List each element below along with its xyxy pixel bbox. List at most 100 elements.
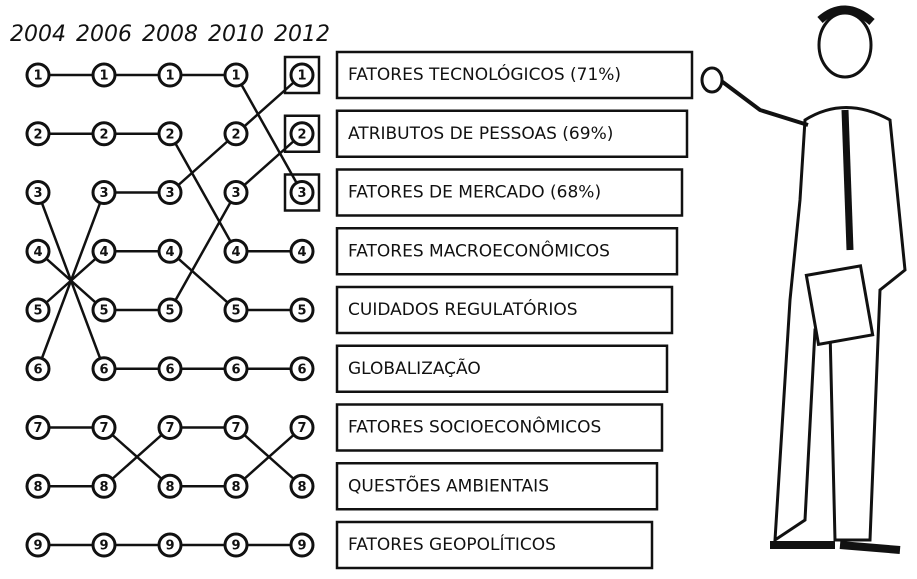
rank-number: 5 bbox=[231, 304, 240, 319]
rank-marker bbox=[223, 238, 249, 264]
rank-box bbox=[283, 173, 321, 212]
rank-number: 2 bbox=[33, 127, 42, 142]
rank-number: 3 bbox=[165, 186, 174, 201]
rank-marker bbox=[91, 532, 117, 558]
rank-number: 5 bbox=[165, 304, 174, 319]
rank-marker bbox=[289, 297, 315, 323]
rank-line bbox=[36, 192, 302, 370]
rank-number: 2 bbox=[165, 127, 174, 142]
rank-marker bbox=[157, 297, 183, 323]
rank-marker bbox=[91, 356, 117, 382]
rank-marker bbox=[91, 415, 117, 440]
year-label: 2008 bbox=[142, 22, 198, 47]
rank-marker bbox=[289, 473, 315, 499]
rank-marker bbox=[223, 532, 249, 558]
rank-marker bbox=[223, 297, 249, 323]
rank-number: 2 bbox=[99, 127, 108, 142]
year-label: 2010 bbox=[208, 22, 264, 47]
label-box bbox=[335, 403, 664, 452]
rank-number: 7 bbox=[99, 421, 108, 436]
rank-number: 8 bbox=[33, 480, 42, 495]
rank-number: 8 bbox=[297, 480, 306, 495]
series-label: FATORES MACROECONÔMICOS bbox=[348, 239, 610, 261]
rank-number: 4 bbox=[33, 245, 42, 260]
rank-marker bbox=[25, 473, 51, 499]
rank-marker bbox=[289, 180, 315, 205]
rank-number: 9 bbox=[99, 539, 108, 554]
rank-marker bbox=[289, 62, 315, 88]
rank-number: 7 bbox=[297, 421, 306, 436]
rank-number: 9 bbox=[297, 539, 306, 554]
rank-number: 8 bbox=[99, 480, 108, 495]
rank-number: 2 bbox=[297, 127, 306, 142]
rank-box bbox=[283, 114, 321, 153]
rank-number: 4 bbox=[99, 245, 108, 260]
rank-marker bbox=[91, 62, 117, 88]
rank-line bbox=[37, 132, 303, 312]
series-label: FATORES DE MERCADO (68%) bbox=[348, 183, 601, 203]
rank-marker bbox=[157, 356, 183, 382]
rank-number: 1 bbox=[33, 69, 42, 84]
label-box bbox=[335, 520, 654, 570]
rank-marker bbox=[157, 532, 183, 558]
label-box bbox=[335, 168, 684, 217]
rank-marker bbox=[91, 238, 117, 264]
rank-marker bbox=[223, 473, 249, 499]
presenter-figure bbox=[700, 5, 907, 554]
year-label: 2006 bbox=[76, 22, 132, 47]
rank-marker bbox=[25, 121, 51, 147]
series-label: ATRIBUTOS DE PESSOAS (69%) bbox=[348, 124, 613, 144]
rank-number: 8 bbox=[165, 480, 174, 495]
rank-number: 6 bbox=[231, 362, 240, 377]
rank-marker bbox=[289, 238, 315, 264]
rank-number: 1 bbox=[165, 69, 174, 84]
rank-number: 4 bbox=[231, 245, 240, 260]
rank-marker bbox=[223, 62, 249, 88]
rank-marker bbox=[25, 62, 51, 88]
rank-number: 6 bbox=[297, 362, 306, 377]
label-box bbox=[335, 285, 674, 335]
rank-marker bbox=[25, 238, 51, 264]
rank-number: 5 bbox=[33, 304, 42, 319]
rank-line bbox=[36, 74, 303, 370]
rank-marker bbox=[25, 297, 51, 323]
rank-box bbox=[283, 55, 321, 95]
rank-marker bbox=[157, 62, 183, 88]
rank-marker bbox=[157, 415, 183, 440]
rank-number: 1 bbox=[231, 69, 240, 84]
rank-number: 9 bbox=[33, 539, 42, 554]
label-box bbox=[335, 227, 679, 276]
rank-number: 3 bbox=[33, 186, 42, 201]
rank-marker bbox=[223, 356, 249, 382]
year-label: 2012 bbox=[274, 22, 330, 47]
rank-number: 2 bbox=[231, 127, 240, 142]
rank-marker bbox=[91, 297, 117, 323]
series-label: QUESTÕES AMBIENTAIS bbox=[348, 474, 549, 496]
rank-number: 1 bbox=[99, 69, 108, 84]
label-box bbox=[335, 50, 694, 100]
rank-marker bbox=[25, 180, 51, 205]
series-label: FATORES SOCIOECONÔMICOS bbox=[348, 416, 601, 438]
rank-marker bbox=[25, 532, 51, 558]
rank-number: 3 bbox=[297, 186, 306, 201]
rank-number: 6 bbox=[99, 362, 108, 377]
rank-marker bbox=[91, 121, 117, 147]
rank-marker bbox=[91, 180, 117, 205]
series-label: CUIDADOS REGULATÓRIOS bbox=[348, 298, 578, 320]
rank-marker bbox=[289, 532, 315, 558]
rank-number: 3 bbox=[231, 186, 240, 201]
rank-number: 7 bbox=[231, 421, 240, 436]
rank-marker bbox=[289, 121, 315, 147]
series-label: GLOBALIZAÇÃO bbox=[348, 357, 481, 379]
series-label: FATORES GEOPOLÍTICOS bbox=[348, 533, 556, 555]
series-label: FATORES TECNOLÓGICOS (71%) bbox=[348, 63, 621, 85]
rank-marker bbox=[157, 121, 183, 147]
rank-marker bbox=[223, 121, 249, 147]
rank-number: 9 bbox=[165, 539, 174, 554]
rank-marker bbox=[157, 238, 183, 264]
label-box bbox=[335, 344, 669, 393]
rank-marker bbox=[25, 356, 51, 382]
rank-number: 5 bbox=[297, 304, 306, 319]
label-box bbox=[335, 462, 659, 511]
